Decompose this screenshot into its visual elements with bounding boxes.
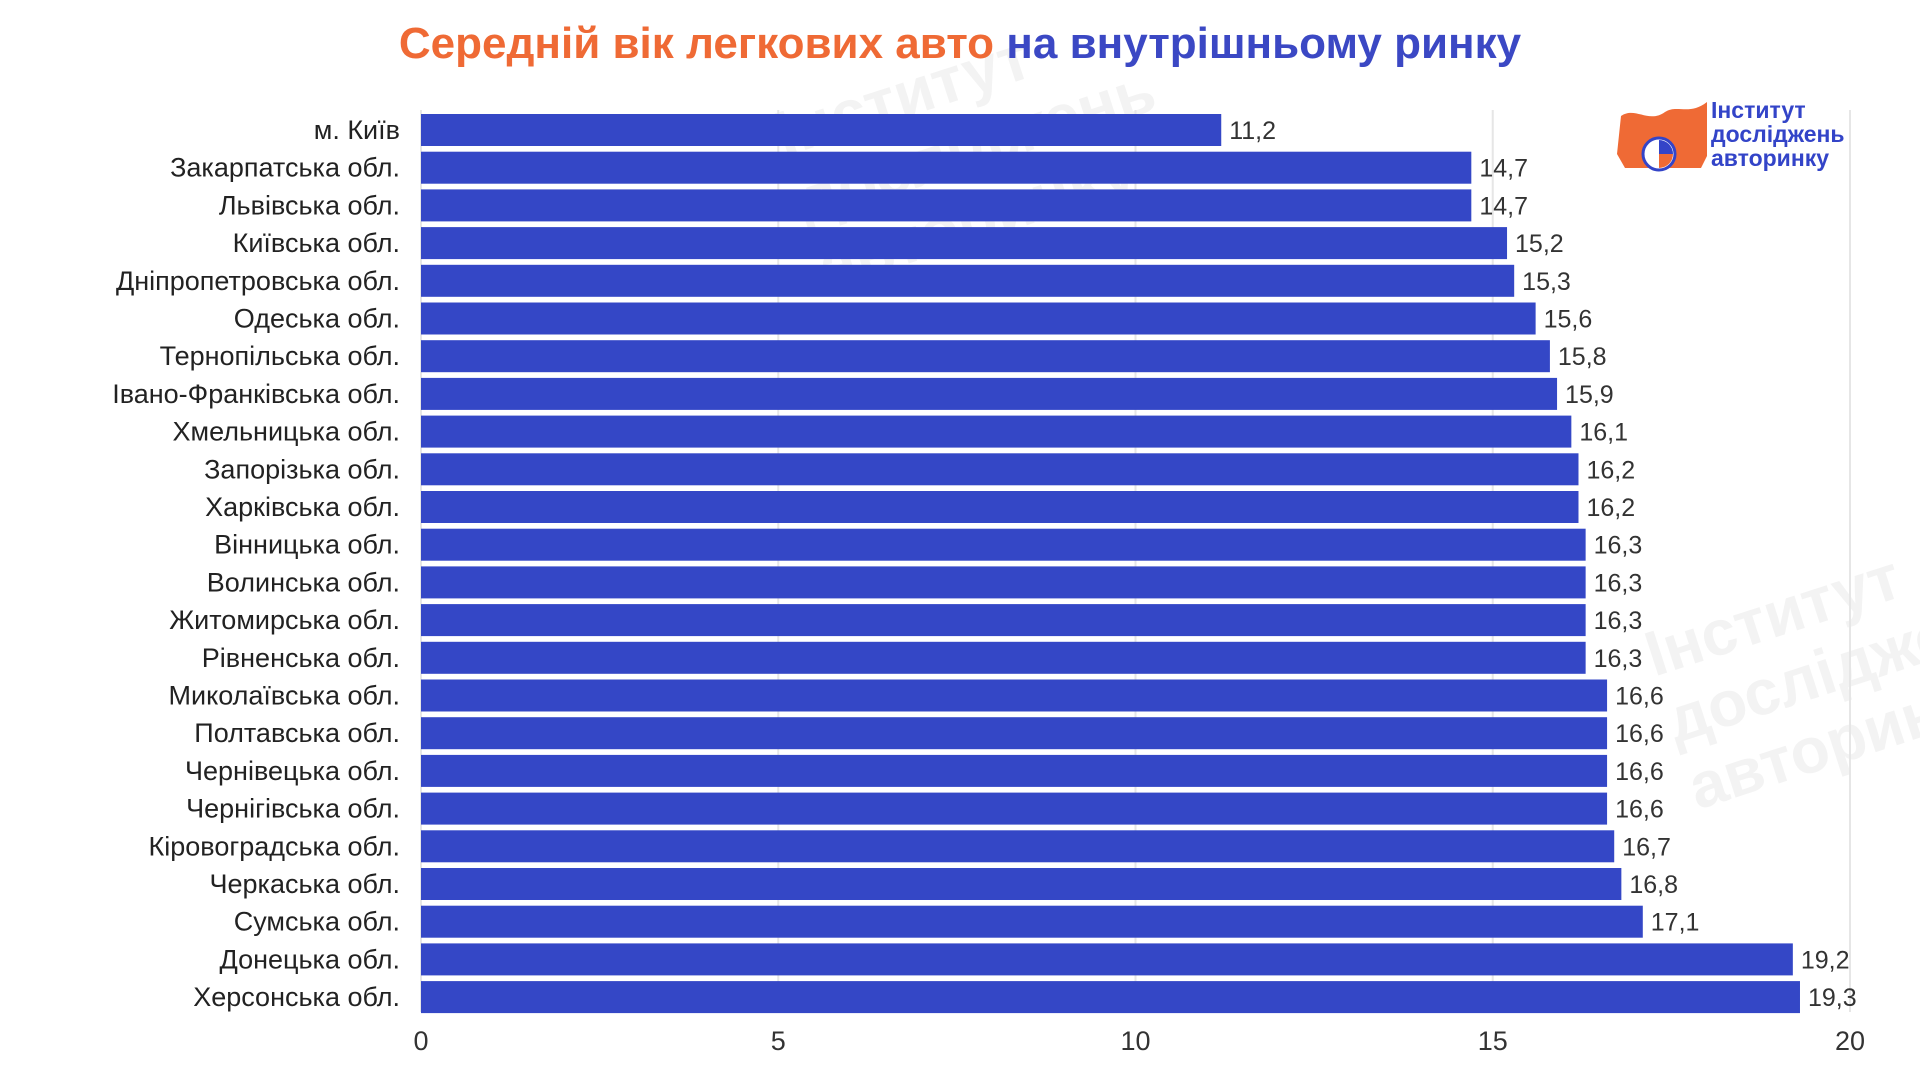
category-label: Хмельницька обл.	[173, 417, 400, 447]
chart-title-part-orange: Середній вік легкових авто	[398, 19, 995, 68]
bar	[421, 641, 1586, 674]
bar	[421, 604, 1586, 637]
category-label: Львівська обл.	[219, 190, 400, 220]
bar	[421, 453, 1579, 486]
bar	[421, 528, 1586, 561]
category-label: Київська обл.	[233, 228, 400, 258]
value-label: 15,6	[1544, 306, 1593, 334]
bar	[421, 943, 1793, 976]
value-label: 15,3	[1522, 268, 1571, 296]
bar	[421, 754, 1608, 787]
bar	[421, 340, 1550, 373]
bar	[421, 151, 1472, 184]
x-tick-label: 5	[771, 1026, 786, 1056]
value-label: 16,6	[1615, 758, 1664, 786]
value-label: 16,3	[1594, 607, 1643, 635]
value-label: 14,7	[1479, 192, 1528, 220]
value-label: 16,1	[1579, 419, 1628, 447]
logo-line-2: досліджень	[1711, 121, 1845, 147]
category-label: Сумська обл.	[234, 907, 400, 937]
category-label: Запорізька обл.	[204, 454, 400, 484]
value-label: 11,2	[1229, 117, 1276, 145]
category-labels: м. Київ Закарпатська обл. Львівська обл. Ки…	[112, 115, 400, 1012]
bars	[421, 114, 1800, 1014]
value-label: 15,2	[1515, 230, 1564, 258]
bar	[421, 981, 1800, 1014]
category-label: Дніпропетровська обл.	[116, 266, 400, 296]
category-label: Житомирська обл.	[169, 605, 400, 635]
logo-text: Інститут досліджень авторинку	[1711, 98, 1845, 170]
category-label: Донецька обл.	[219, 944, 400, 974]
x-tick-label: 20	[1835, 1026, 1865, 1056]
category-label: м. Київ	[314, 115, 400, 145]
value-label: 16,3	[1594, 532, 1643, 560]
chart-title: Середній вік легкових авто на внутрішньо…	[0, 16, 1920, 72]
category-label: Кіровоградська обл.	[149, 831, 400, 861]
bar	[421, 792, 1608, 825]
bar	[421, 264, 1515, 297]
chart-title-part-blue: на внутрішньому ринку	[1006, 19, 1522, 68]
bar	[421, 868, 1622, 900]
category-label: Волинська обл.	[207, 567, 400, 597]
bar	[421, 830, 1615, 863]
category-label: Херсонська обл.	[193, 982, 400, 1012]
category-label: Вінницька обл.	[214, 530, 400, 560]
bar	[421, 717, 1608, 750]
x-tick-label: 10	[1120, 1026, 1150, 1056]
bar	[421, 566, 1586, 599]
logo-line-1: Інститут	[1711, 97, 1806, 123]
value-label: 19,2	[1801, 946, 1850, 974]
category-label: Одеська обл.	[234, 304, 400, 334]
bar	[421, 377, 1558, 410]
value-label: 16,6	[1615, 683, 1664, 711]
bar	[421, 302, 1536, 335]
bar	[421, 491, 1579, 523]
category-label: Черкаська обл.	[210, 869, 400, 899]
bar	[421, 227, 1508, 260]
bar	[421, 415, 1572, 448]
logo-mark-icon	[1617, 102, 1707, 172]
bar	[421, 114, 1222, 146]
value-labels: 11,2 14,7 14,7 15,2 15,3 15,6 15,8 15,9 16,1 16,2…	[1229, 117, 1856, 1012]
value-label: 16,3	[1594, 645, 1643, 673]
category-label: Закарпатська обл.	[170, 153, 400, 183]
logo-line-3: авторинку	[1711, 145, 1830, 171]
x-tick-label: 15	[1478, 1026, 1508, 1056]
category-label: Чернігівська обл.	[186, 794, 400, 824]
value-label: 16,7	[1622, 833, 1671, 861]
category-label: Рівненська обл.	[202, 643, 400, 673]
bar	[421, 905, 1643, 938]
value-label: 19,3	[1808, 984, 1857, 1012]
x-tick-label: 0	[413, 1026, 428, 1056]
value-label: 16,8	[1629, 871, 1678, 899]
category-label: Полтавська обл.	[194, 718, 400, 748]
value-label: 16,3	[1594, 569, 1643, 597]
value-label: 16,2	[1586, 456, 1635, 484]
category-label: Миколаївська обл.	[169, 681, 400, 711]
category-label: Тернопільська обл.	[160, 341, 400, 371]
category-label: Івано-Франківська обл.	[112, 379, 400, 409]
bar	[421, 189, 1472, 222]
x-axis-ticks: 0 5 10 15 20	[413, 1026, 1865, 1056]
value-label: 15,8	[1558, 343, 1607, 371]
value-label: 16,6	[1615, 796, 1664, 824]
value-label: 17,1	[1651, 909, 1700, 937]
bar	[421, 679, 1608, 712]
category-label: Харківська обл.	[205, 492, 400, 522]
institute-logo: Інститут досліджень авторинку	[1615, 98, 1875, 178]
value-label: 16,2	[1586, 494, 1635, 522]
value-label: 15,9	[1565, 381, 1614, 409]
value-label: 16,6	[1615, 720, 1664, 748]
category-label: Чернівецька обл.	[185, 756, 400, 786]
value-label: 14,7	[1479, 155, 1528, 183]
